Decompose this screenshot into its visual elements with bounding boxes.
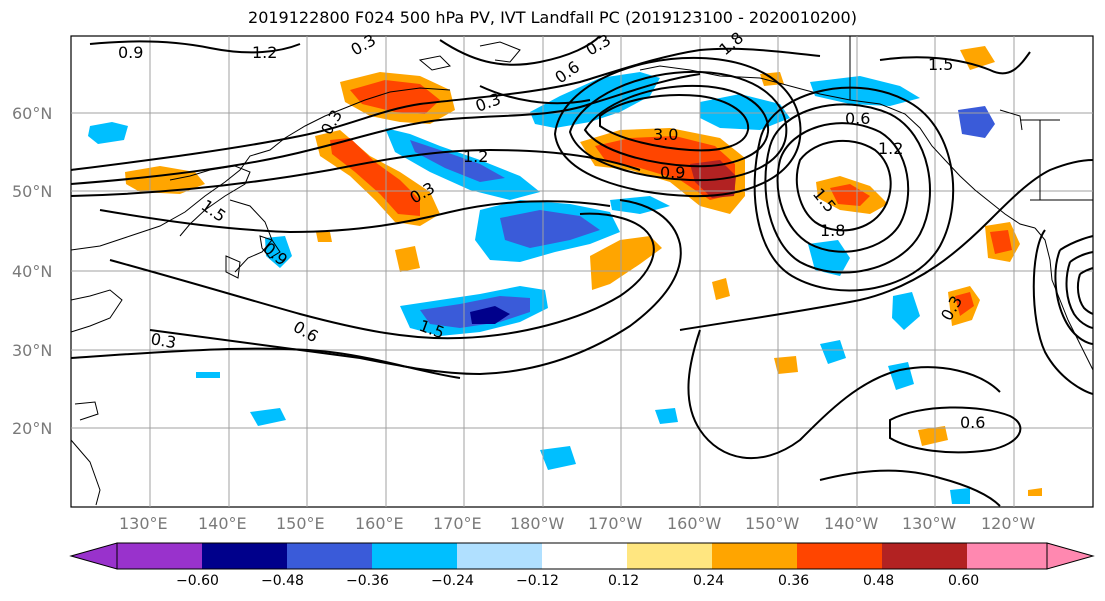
colorbar-tick-label: −0.24 [431,573,474,589]
lon-label: 140°W [824,514,879,533]
lon-label: 130°E [119,514,168,533]
lon-label: 180°W [510,514,565,533]
contour-label: 1.2 [463,147,488,166]
colorbar-tick-label: −0.48 [261,573,304,589]
graticule [71,36,1093,507]
colorbar-tick-label: 0.48 [863,573,895,589]
map-title: 2019122800 F024 500 hPa PV, IVT Landfall… [248,8,857,27]
coastlines [70,36,1094,506]
contour-label: 1.2 [878,139,903,158]
lon-label: 150°W [745,514,800,533]
colorbar-tick-label: −0.12 [516,573,559,589]
lat-label-20n: 20°N [12,419,53,438]
contour-label: 0.3 [149,329,177,352]
lat-label-60n: 60°N [12,104,53,123]
colorbar-tick-label: 0.36 [778,573,810,589]
lon-label: 140°E [198,514,247,533]
colorbar-tick-label: 0.12 [608,573,640,589]
lat-label-50n: 50°N [12,182,53,201]
lat-label-40n: 40°N [12,262,53,281]
contour-label: 1.2 [252,43,277,62]
lon-label: 120°W [981,514,1036,533]
contour-label: 0.9 [118,43,143,62]
colorbar-tick-label: −0.36 [346,573,389,589]
contour-label: 0.6 [960,413,985,432]
colorbar-tick-label: 0.24 [693,573,725,589]
colorbar-tick-label: 0.60 [948,573,980,589]
lon-label: 170°W [588,514,643,533]
lon-label: 130°W [902,514,957,533]
contour-label: 3.0 [653,125,678,144]
ivt-contours [70,35,1094,507]
contour-label: 0.6 [845,109,870,128]
lon-label: 160°E [355,514,404,533]
contour-label: 1.5 [928,55,953,74]
lat-label-30n: 30°N [12,341,53,360]
lon-label: 150°E [276,514,325,533]
contour-label: 1.8 [820,221,845,240]
lon-label: 160°W [667,514,722,533]
colorbar-tick-label: −0.60 [176,573,219,589]
colorbar [69,542,1095,570]
contour-label: 0.9 [660,163,685,182]
lon-label: 170°E [433,514,482,533]
